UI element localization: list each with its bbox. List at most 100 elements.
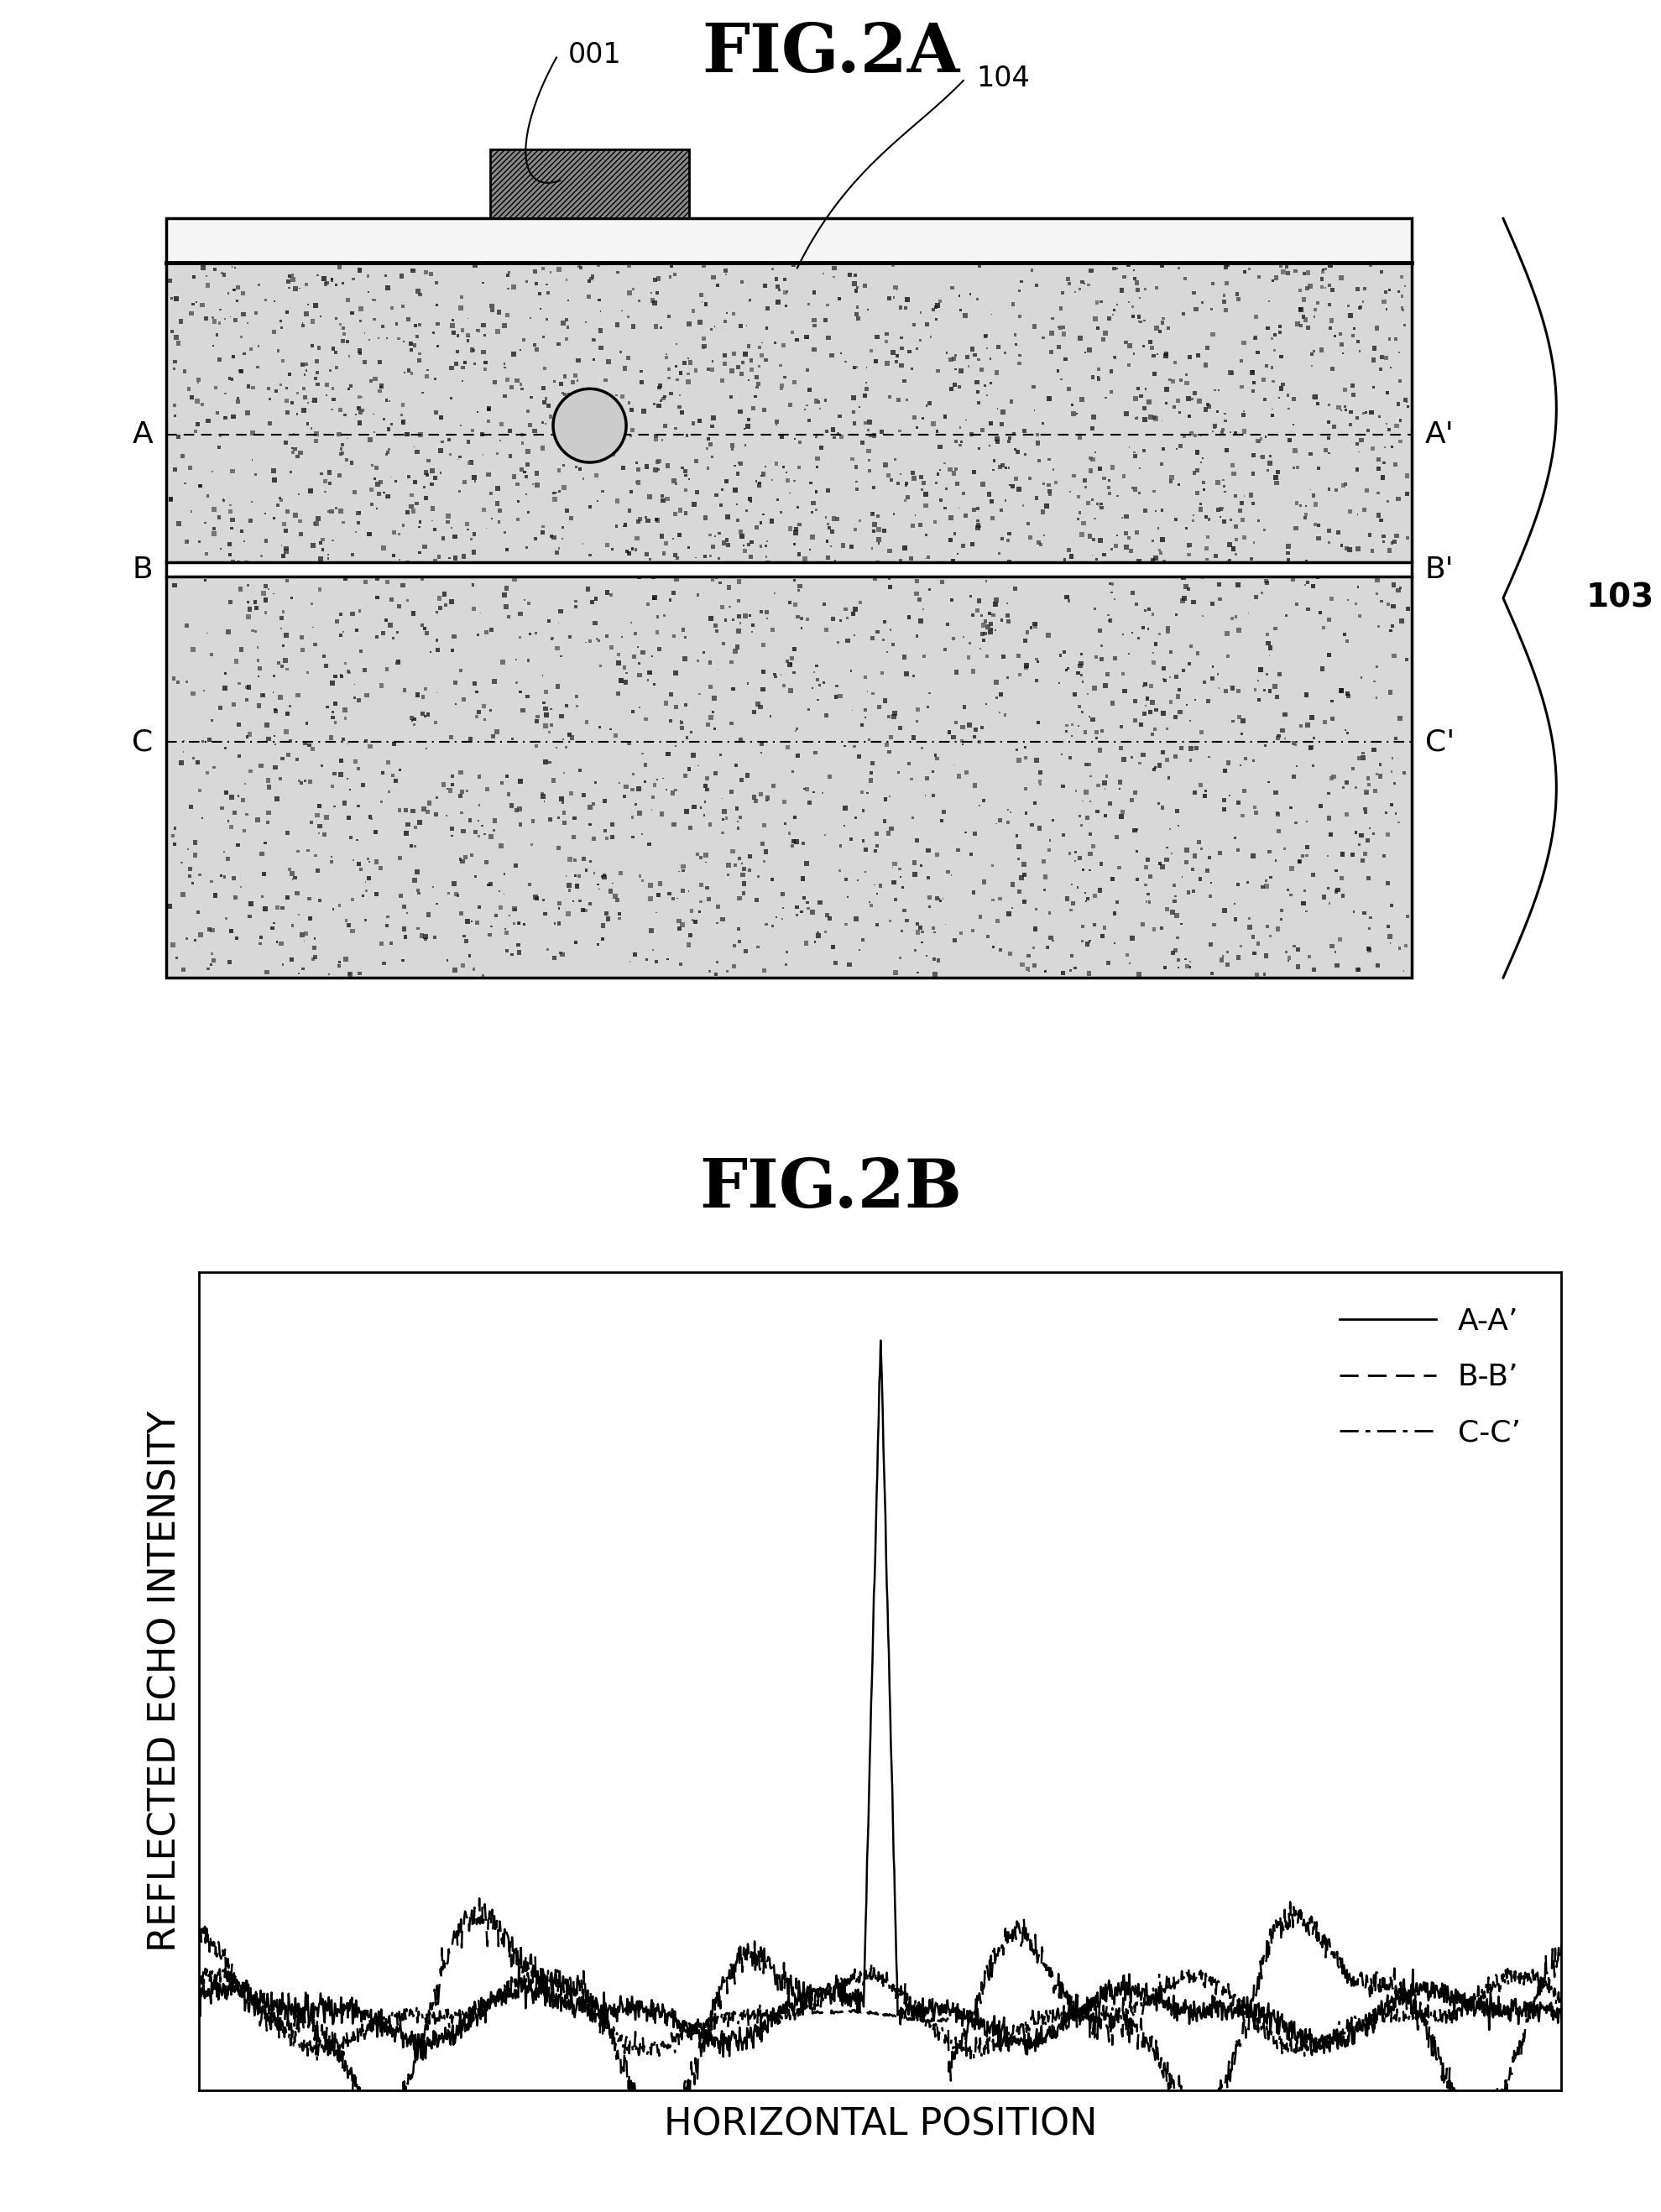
Point: [1264, 796, 1291, 832]
Point: [610, 509, 636, 544]
Point: [163, 281, 189, 316]
Point: [385, 588, 412, 624]
Point: [771, 327, 797, 363]
Point: [1204, 493, 1231, 529]
Point: [347, 493, 374, 529]
Point: [733, 597, 759, 633]
Point: [274, 493, 301, 529]
Point: [374, 436, 400, 471]
Point: [1023, 641, 1050, 677]
Point: [316, 538, 342, 573]
Point: [1017, 460, 1043, 495]
Point: [493, 588, 520, 624]
Point: [1352, 794, 1379, 830]
Point: [1154, 741, 1181, 776]
Point: [374, 653, 400, 688]
Point: [556, 619, 583, 655]
Point: [548, 699, 575, 734]
Point: [1213, 752, 1239, 787]
Point: [581, 323, 608, 358]
Point: [1060, 396, 1086, 431]
Point: [294, 407, 321, 442]
Point: [402, 830, 429, 865]
Point: [302, 361, 329, 396]
Point: [342, 396, 369, 431]
Point: [1143, 310, 1169, 345]
Point: [1286, 845, 1312, 880]
Point: [1050, 316, 1076, 352]
Point: [683, 540, 709, 575]
Point: [228, 869, 254, 905]
Point: [532, 385, 558, 420]
Point: [1319, 272, 1345, 307]
Point: [1065, 655, 1091, 690]
Point: [1332, 467, 1359, 502]
Point: [1232, 741, 1259, 776]
Point: [1206, 670, 1232, 706]
Point: [1040, 451, 1066, 487]
Point: [924, 465, 950, 500]
Point: [1216, 745, 1242, 781]
Point: [1168, 429, 1194, 465]
Point: [354, 874, 380, 909]
Point: [1188, 487, 1214, 522]
Point: [1023, 891, 1050, 927]
Point: [932, 445, 958, 480]
Point: [1242, 790, 1269, 825]
Point: [1369, 338, 1395, 374]
Point: [1113, 515, 1139, 551]
Point: [711, 794, 737, 830]
Point: [460, 591, 487, 626]
Point: [1357, 394, 1384, 429]
Point: [244, 349, 271, 385]
Point: [1267, 338, 1294, 374]
Point: [684, 644, 711, 679]
Point: [319, 522, 345, 557]
Point: [1088, 847, 1115, 883]
Point: [731, 852, 757, 887]
Point: [156, 263, 183, 299]
Point: [455, 319, 482, 354]
Point: [1073, 557, 1100, 593]
Point: [1068, 518, 1095, 553]
Point: [221, 688, 247, 723]
Point: [1262, 261, 1289, 296]
Point: [922, 504, 948, 540]
Point: [693, 500, 719, 535]
Point: [400, 252, 427, 288]
Point: [470, 438, 497, 473]
Point: [909, 925, 935, 960]
Point: [1105, 478, 1131, 513]
Point: [394, 584, 420, 619]
Point: [1227, 343, 1254, 378]
Point: [942, 922, 968, 958]
Point: [1111, 259, 1138, 294]
Point: [982, 586, 1008, 622]
Point: [676, 927, 703, 962]
Point: [252, 825, 279, 860]
Point: [430, 768, 457, 803]
Point: [540, 763, 566, 799]
Point: [832, 345, 859, 380]
Point: [857, 405, 884, 440]
Point: [161, 661, 188, 697]
Point: [1332, 712, 1359, 748]
Point: [400, 595, 427, 630]
Point: [1377, 272, 1404, 307]
Point: [1184, 476, 1211, 511]
Point: [1360, 732, 1387, 768]
Point: [1335, 531, 1362, 566]
Point: [669, 613, 696, 648]
Point: [600, 531, 626, 566]
Point: [1096, 476, 1123, 511]
Point: [206, 500, 233, 535]
Point: [294, 347, 321, 383]
Point: [487, 874, 513, 909]
Point: [483, 436, 510, 471]
Point: [899, 509, 925, 544]
Point: [1246, 422, 1272, 458]
Point: [1070, 664, 1096, 699]
Point: [631, 763, 658, 799]
Point: [269, 602, 296, 637]
Point: [1301, 951, 1327, 987]
